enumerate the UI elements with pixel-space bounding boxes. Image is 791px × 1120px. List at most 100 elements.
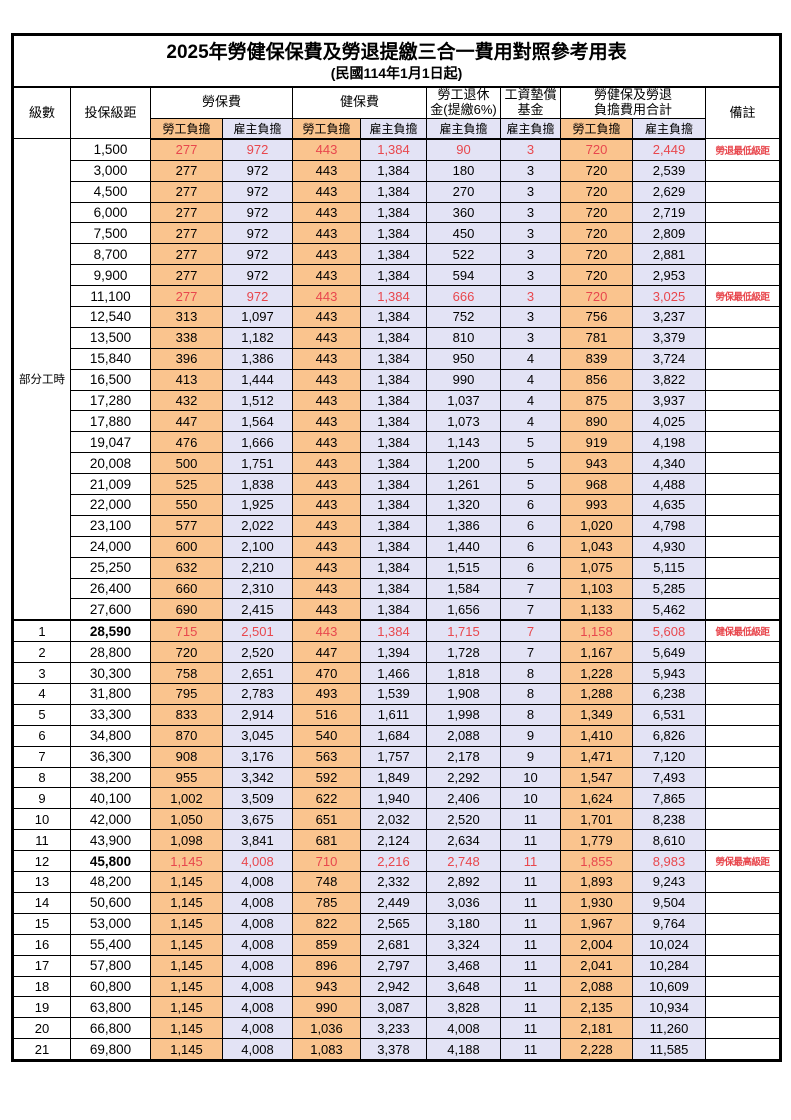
value-cell: 2,415 bbox=[222, 598, 293, 621]
title-row: 2025年勞健保保費及勞退提繳三合一費用對照參考用表 (民國114年1月1日起) bbox=[11, 34, 782, 88]
bracket-cell: 48,200 bbox=[70, 871, 151, 893]
bracket-cell: 15,840 bbox=[70, 347, 151, 370]
bracket-cell: 40,100 bbox=[70, 787, 151, 810]
value-cell: 720 bbox=[560, 222, 633, 245]
value-cell: 1,386 bbox=[222, 347, 293, 370]
value-cell: 2,216 bbox=[360, 850, 427, 873]
value-cell: 600 bbox=[150, 535, 223, 558]
value-cell: 338 bbox=[150, 326, 223, 349]
table-row: 10 42,000 1,050 3,675 651 2,032 2,520 11 1,701 8,… bbox=[12, 808, 782, 831]
header-total: 勞健保及勞退 負擔費用合計 bbox=[560, 86, 706, 119]
value-cell: 277 bbox=[150, 138, 223, 161]
value-cell: 7,120 bbox=[632, 745, 706, 768]
value-cell: 943 bbox=[560, 452, 633, 475]
value-cell: 955 bbox=[150, 766, 223, 789]
value-cell: 4,798 bbox=[632, 514, 706, 537]
value-cell: 1,200 bbox=[426, 452, 501, 475]
value-cell: 4,635 bbox=[632, 494, 706, 516]
value-cell: 1,384 bbox=[360, 473, 427, 496]
value-cell: 690 bbox=[150, 598, 223, 621]
value-cell: 443 bbox=[292, 494, 361, 516]
header-sub-row: 勞工負擔 雇主負擔 勞工負擔 雇主負擔 雇主負擔 雇主負擔 勞工負擔 雇主負擔 bbox=[13, 117, 781, 140]
value-cell: 525 bbox=[150, 473, 223, 496]
value-cell: 1,384 bbox=[360, 243, 427, 266]
bracket-cell: 24,000 bbox=[70, 535, 151, 558]
header-wage-fund: 工資墊償 基金 bbox=[500, 86, 561, 119]
bracket-cell: 38,200 bbox=[70, 766, 151, 789]
value-cell: 443 bbox=[292, 368, 361, 391]
bracket-cell: 16,500 bbox=[70, 368, 151, 391]
value-cell: 1,611 bbox=[360, 703, 427, 726]
value-cell: 3,379 bbox=[632, 326, 706, 349]
value-cell: 277 bbox=[150, 201, 223, 224]
table-row: 7 36,300 908 3,176 563 1,757 2,178 9 1,471 7,120 bbox=[12, 745, 782, 768]
value-cell: 758 bbox=[150, 662, 223, 685]
value-cell: 720 bbox=[560, 285, 633, 307]
value-cell: 443 bbox=[292, 285, 361, 307]
value-cell: 1,940 bbox=[360, 787, 427, 810]
table-row: 17 57,800 1,145 4,008 896 2,797 3,468 11 2,041 10… bbox=[12, 954, 782, 977]
remark-cell: 勞保最低級距 bbox=[704, 285, 782, 307]
value-cell: 859 bbox=[292, 933, 361, 956]
value-cell: 651 bbox=[292, 808, 361, 831]
bracket-cell: 6,000 bbox=[70, 201, 151, 224]
value-cell: 11 bbox=[500, 829, 561, 852]
value-cell: 11,585 bbox=[632, 1038, 706, 1062]
value-cell: 1,849 bbox=[360, 766, 427, 789]
bracket-cell: 36,300 bbox=[70, 745, 151, 768]
value-cell: 3,509 bbox=[222, 787, 293, 810]
value-cell: 3,378 bbox=[360, 1038, 427, 1062]
value-cell: 2,892 bbox=[426, 871, 501, 893]
level-cell: 14 bbox=[12, 891, 71, 914]
level-cell: 18 bbox=[12, 975, 71, 998]
bracket-cell: 27,600 bbox=[70, 598, 151, 621]
value-cell: 8 bbox=[500, 683, 561, 705]
value-cell: 6,531 bbox=[632, 703, 706, 726]
value-cell: 972 bbox=[222, 201, 293, 224]
value-cell: 11 bbox=[500, 1017, 561, 1040]
value-cell: 2,292 bbox=[426, 766, 501, 789]
value-cell: 443 bbox=[292, 138, 361, 161]
table-row: 5 33,300 833 2,914 516 1,611 1,998 8 1,349 6,531 bbox=[12, 703, 782, 726]
value-cell: 2,124 bbox=[360, 829, 427, 852]
value-cell: 3,724 bbox=[632, 347, 706, 370]
table-row: 8,700 277 972 443 1,384 522 3 720 2,881 bbox=[13, 243, 782, 266]
value-cell: 540 bbox=[292, 724, 361, 747]
value-cell: 443 bbox=[292, 389, 361, 412]
value-cell: 277 bbox=[150, 285, 223, 307]
header-pension-line1: 勞工退休 bbox=[437, 87, 490, 102]
value-cell: 443 bbox=[292, 222, 361, 245]
value-cell: 972 bbox=[222, 285, 293, 307]
remark-cell bbox=[704, 598, 782, 621]
table-row: 21,009 525 1,838 443 1,384 1,261 5 968 4,488 bbox=[13, 473, 782, 496]
table-row: 11 43,900 1,098 3,841 681 2,124 2,634 11 1,779 8,… bbox=[12, 829, 782, 852]
value-cell: 4,188 bbox=[426, 1038, 501, 1062]
level-cell: 11 bbox=[12, 829, 71, 852]
value-cell: 8,983 bbox=[632, 850, 706, 873]
value-cell: 1,564 bbox=[222, 410, 293, 433]
level-cell: 7 bbox=[12, 745, 71, 768]
value-cell: 1,855 bbox=[560, 850, 633, 873]
value-cell: 2,520 bbox=[426, 808, 501, 831]
value-cell: 1,145 bbox=[150, 996, 223, 1019]
bracket-cell: 69,800 bbox=[70, 1038, 151, 1062]
value-cell: 4,008 bbox=[222, 912, 293, 935]
bracket-cell: 55,400 bbox=[70, 933, 151, 956]
value-cell: 1,512 bbox=[222, 389, 293, 412]
value-cell: 1,167 bbox=[560, 641, 633, 664]
remark-cell bbox=[704, 201, 782, 224]
value-cell: 908 bbox=[150, 745, 223, 768]
level-cell: 9 bbox=[12, 787, 71, 810]
remark-cell bbox=[704, 577, 782, 600]
value-cell: 6 bbox=[500, 514, 561, 537]
value-cell: 1,384 bbox=[360, 431, 427, 454]
value-cell: 5 bbox=[500, 452, 561, 475]
value-cell: 1,384 bbox=[360, 222, 427, 245]
remark-cell bbox=[704, 410, 782, 433]
value-cell: 1,261 bbox=[426, 473, 501, 496]
value-cell: 2,501 bbox=[222, 619, 293, 643]
value-cell: 443 bbox=[292, 180, 361, 203]
table-row: 25,250 632 2,210 443 1,384 1,515 6 1,075 5,115 bbox=[13, 556, 782, 579]
header-total-line2: 負擔費用合計 bbox=[593, 101, 672, 117]
value-cell: 2,539 bbox=[632, 159, 706, 182]
